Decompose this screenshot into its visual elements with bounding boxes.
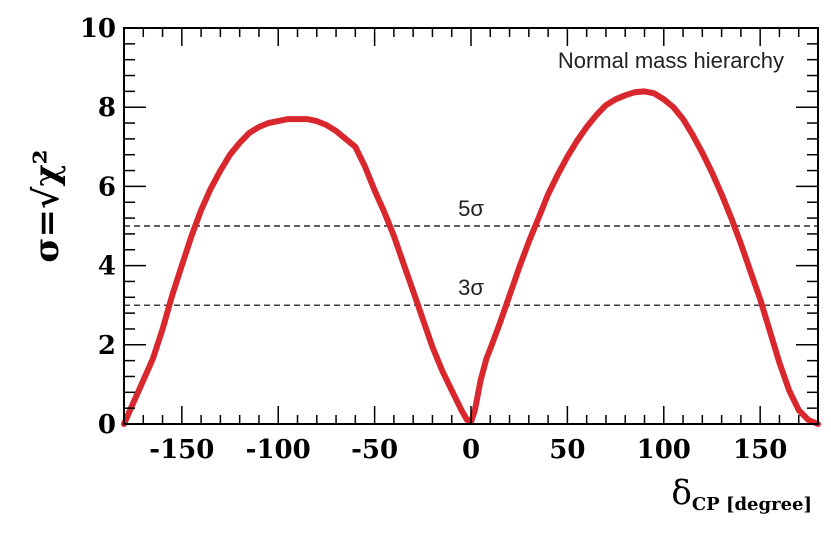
x-tick-label: -50	[351, 435, 398, 465]
x-tick-label: 0	[462, 435, 480, 465]
y-axis-label: σ=√χ²	[27, 149, 67, 262]
series-line-1	[121, 88, 821, 427]
x-axis-label-main: δ	[671, 473, 691, 513]
x-tick-label: 50	[549, 435, 585, 465]
y-tick-label: 2	[98, 331, 116, 361]
x-axis-label: δCP [degree]	[671, 473, 812, 515]
y-tick-label: 8	[98, 93, 116, 123]
y-tick-label: 0	[98, 410, 116, 440]
x-tick-label: -100	[246, 435, 311, 465]
y-tick-label: 10	[80, 14, 116, 44]
x-tick-label: 150	[733, 435, 787, 465]
tick-labels: -150 -100 -50 0 50 100 150 0 2 4 6 8 10	[80, 14, 787, 465]
reference-lines: 5σ 3σ	[124, 196, 818, 306]
series-layer	[121, 88, 821, 427]
axis-ticks	[123, 27, 819, 425]
x-tick-label: 100	[637, 435, 691, 465]
x-tick-label: -150	[149, 435, 214, 465]
reference-line-label-1: 5σ	[458, 196, 484, 221]
x-axis-label-sub: CP [degree]	[692, 494, 812, 515]
chart-annotation: Normal mass hierarchy	[558, 48, 784, 73]
reference-line-label-2: 3σ	[458, 275, 484, 300]
y-tick-label: 4	[98, 252, 116, 282]
y-tick-label: 6	[98, 172, 116, 202]
